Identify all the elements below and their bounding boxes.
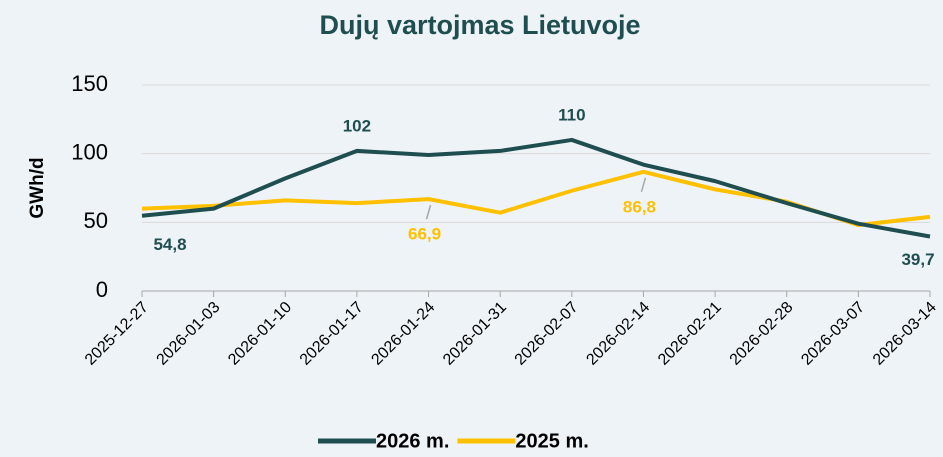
x-tick-label: 2026-01-31 (440, 299, 510, 369)
x-tick-label: 2026-02-21 (655, 299, 725, 369)
data-label: 39,7 (901, 250, 934, 269)
chart-title: Dujų vartojmas Lietuvoje (319, 10, 640, 40)
leader-line (640, 177, 647, 193)
x-tick-label: 2025-12-27 (82, 299, 152, 369)
x-tick-label: 2026-02-14 (583, 299, 653, 369)
x-tick-label: 2026-01-17 (297, 299, 367, 369)
y-tick-label: 150 (71, 71, 108, 96)
y-tick-label: 0 (96, 277, 108, 302)
series-line (141, 137, 931, 239)
x-tick-label: 2026-03-14 (870, 299, 940, 369)
data-label: 54,8 (153, 235, 186, 254)
x-tick-label: 2026-01-10 (225, 299, 295, 369)
x-tick-label: 2026-03-07 (798, 299, 868, 369)
data-label: 86,8 (623, 197, 656, 216)
y-tick-label: 50 (84, 208, 108, 233)
y-axis-title: GWh/d (27, 157, 48, 218)
legend-label: 2025 m. (515, 430, 588, 452)
legend-label: 2026 m. (376, 430, 449, 452)
data-label: 66,9 (408, 225, 441, 244)
y-tick-label: 100 (71, 139, 108, 164)
data-label: 110 (558, 105, 585, 124)
x-tick-label: 2026-02-28 (727, 299, 797, 369)
leader-line (425, 204, 432, 220)
x-tick-label: 2026-02-07 (512, 299, 582, 369)
data-label: 102 (343, 116, 371, 135)
x-tick-label: 2026-01-24 (368, 299, 438, 369)
x-tick-label: 2026-01-03 (154, 299, 224, 369)
series-line (141, 169, 931, 228)
